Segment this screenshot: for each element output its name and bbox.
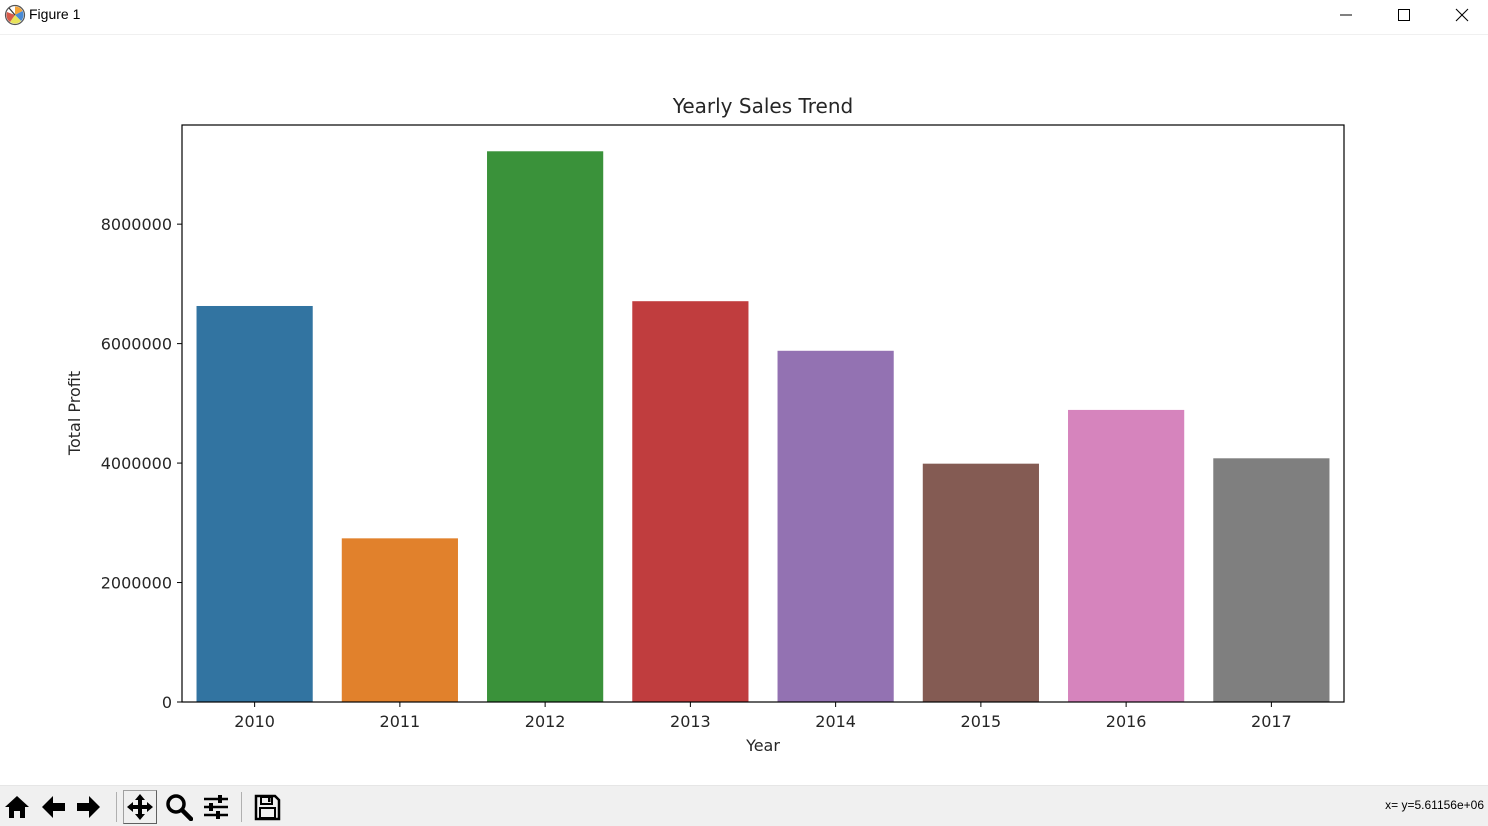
bar-2017 <box>1213 458 1330 702</box>
x-tick-label: 2015 <box>961 712 1002 731</box>
bar-2010 <box>196 305 313 702</box>
sliders-icon <box>204 795 228 819</box>
plot-frame <box>181 124 1345 703</box>
x-tick-label: 2016 <box>1106 712 1147 731</box>
figure-canvas[interactable]: Yearly Sales Trend 0 2000000 4000000 600000… <box>0 35 1488 785</box>
toolbar-separator <box>116 792 117 822</box>
zoom-button[interactable] <box>162 790 196 824</box>
save-button[interactable] <box>250 790 284 824</box>
pan-button[interactable] <box>123 790 157 824</box>
bar-chart: Yearly Sales Trend 0 2000000 4000000 600000… <box>65 94 1345 755</box>
bar-2016 <box>1068 409 1185 702</box>
toolbar-separator <box>241 792 242 822</box>
x-tick-label: 2011 <box>380 712 421 731</box>
pan-icon <box>127 794 153 820</box>
floppy-disk-icon <box>254 794 281 821</box>
bar-2015 <box>922 463 1039 702</box>
bars-group <box>196 151 1330 703</box>
configure-subplots-button[interactable] <box>199 790 233 824</box>
x-axis-ticks: 2010 2011 2012 2013 2014 2015 2016 2017 <box>234 702 1292 731</box>
x-tick-label: 2013 <box>670 712 711 731</box>
maximize-icon <box>1398 9 1410 21</box>
minimize-button[interactable] <box>1317 0 1375 30</box>
x-tick-label: 2010 <box>234 712 275 731</box>
bar-2012 <box>487 151 604 703</box>
chart-title: Yearly Sales Trend <box>672 94 853 118</box>
bar-2011 <box>341 538 458 702</box>
matplotlib-logo-icon <box>4 4 26 26</box>
y-axis-label: Total Profit <box>65 371 84 456</box>
coordinate-readout: x= y=5.61156e+06 <box>1385 798 1484 812</box>
back-button[interactable] <box>36 790 70 824</box>
y-tick-label: 4000000 <box>101 454 172 473</box>
y-tick-label: 0 <box>162 693 172 712</box>
x-tick-label: 2014 <box>815 712 856 731</box>
window-title: Figure 1 <box>29 6 81 22</box>
minimize-icon <box>1340 14 1352 16</box>
bar-2014 <box>777 350 894 702</box>
x-tick-label: 2012 <box>525 712 566 731</box>
forward-button[interactable] <box>72 790 106 824</box>
y-tick-label: 2000000 <box>101 574 172 593</box>
bar-2013 <box>632 301 749 702</box>
right-arrow-icon <box>77 796 100 818</box>
window-titlebar: Figure 1 <box>0 0 1488 35</box>
magnifier-icon <box>166 794 193 821</box>
y-axis-ticks: 0 2000000 4000000 6000000 8000000 <box>101 215 182 712</box>
y-tick-label: 8000000 <box>101 215 172 234</box>
x-tick-label: 2017 <box>1251 712 1292 731</box>
home-icon <box>5 796 29 818</box>
home-button[interactable] <box>0 790 34 824</box>
close-icon <box>1455 8 1469 22</box>
maximize-button[interactable] <box>1375 0 1433 30</box>
left-arrow-icon <box>42 796 65 818</box>
x-axis-label: Year <box>745 736 780 755</box>
close-button[interactable] <box>1433 0 1488 30</box>
navigation-toolbar: x= y=5.61156e+06 <box>0 785 1488 826</box>
y-tick-label: 6000000 <box>101 335 172 354</box>
